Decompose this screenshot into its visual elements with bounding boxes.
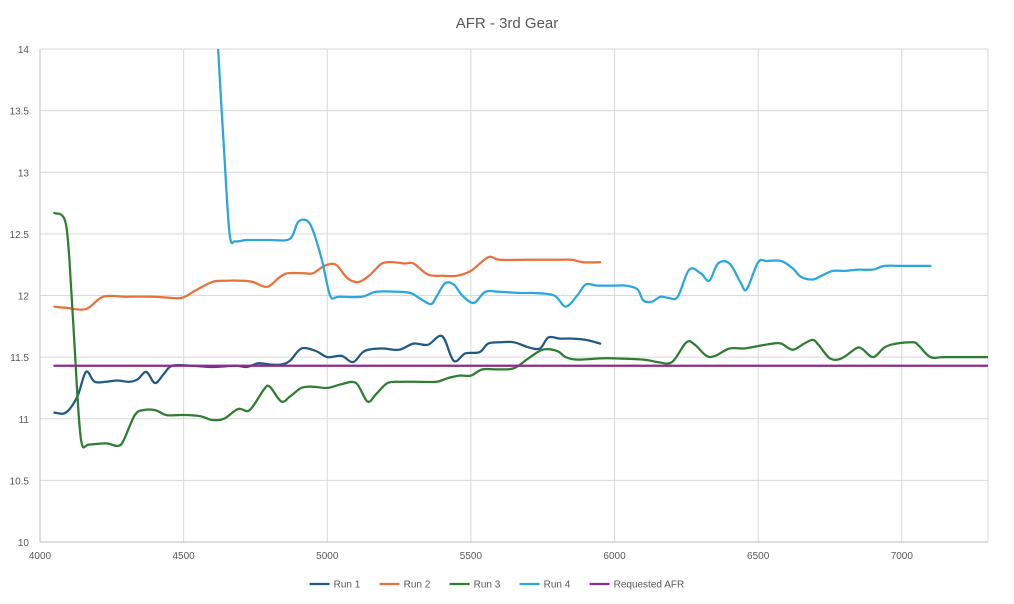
chart-title: AFR - 3rd Gear <box>456 15 559 32</box>
series-line-run-2 <box>53 255 602 311</box>
y-tick-label: 13.5 <box>10 107 30 118</box>
x-axis-tick-labels: 4000 4500 5000 5500 6000 6500 7000 <box>29 551 914 562</box>
y-tick-label: 12.5 <box>10 230 30 241</box>
x-tick-label: 4500 <box>173 551 196 562</box>
y-tick-label: 11.5 <box>10 353 29 364</box>
x-tick-label: 5500 <box>460 551 483 562</box>
series-line-run-4 <box>216 49 932 308</box>
x-tick-label: 6500 <box>747 551 770 562</box>
series-line-run-1 <box>53 334 602 415</box>
legend-label-run-3: Run 3 <box>474 580 501 591</box>
x-tick-label: 5000 <box>316 551 339 562</box>
y-tick-label: 10.5 <box>10 476 30 487</box>
y-tick-label: 12 <box>18 292 30 303</box>
legend-label-run-1: Run 1 <box>334 580 361 591</box>
y-axis-tick-labels: 10 10.5 11 11.5 12 12.5 13 13.5 14 <box>10 45 30 549</box>
x-tick-label: 7000 <box>891 551 914 562</box>
y-tick-label: 14 <box>18 45 30 56</box>
y-tick-label: 10 <box>18 538 30 549</box>
legend-label-run-2: Run 2 <box>404 580 431 591</box>
legend-label-requested-afr: Requested AFR <box>614 580 685 591</box>
x-tick-label: 4000 <box>29 551 52 562</box>
y-tick-label: 11 <box>19 415 30 426</box>
series-line-run-3 <box>53 211 988 449</box>
legend-label-run-4: Run 4 <box>544 580 571 591</box>
axes <box>39 49 988 543</box>
gridlines <box>40 48 989 543</box>
series-lines <box>53 49 988 449</box>
x-tick-label: 6000 <box>603 551 626 562</box>
y-tick-label: 13 <box>18 168 30 179</box>
legend: Run 1 Run 2 Run 3 Run 4 Requested AFR <box>309 580 685 591</box>
